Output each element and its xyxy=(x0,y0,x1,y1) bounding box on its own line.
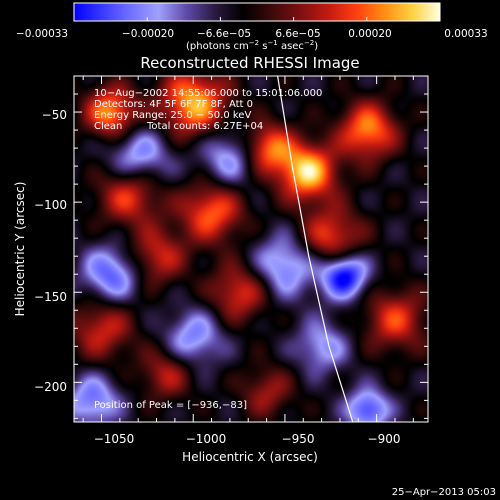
x-axis-label: Heliocentric X (arcsec) xyxy=(182,450,318,464)
colorbar-tick-label: 0.00033 xyxy=(444,28,487,40)
x-tick-label: −900 xyxy=(368,432,401,446)
annotation-energy: Energy Range: 25.0 − 50.0 keV xyxy=(94,110,251,121)
annotation-peak: Position of Peak = [−936,−83] xyxy=(94,400,247,411)
colorbar-frame xyxy=(73,2,441,22)
y-tick-labels: −50 −100 −150 −200 xyxy=(34,108,67,394)
plot-area xyxy=(73,75,429,423)
annotation-clean: Clean xyxy=(94,121,122,132)
solar-limb-curve xyxy=(277,76,354,422)
heatmap-image xyxy=(74,76,428,422)
x-tick-labels: −1050 −1000 −950 −900 xyxy=(94,432,401,446)
colorbar-tick-label: 0.00020 xyxy=(348,28,391,40)
colorbar-tick-label: 6.6e−05 xyxy=(275,28,320,40)
chart-title: Reconstructed RHESSI Image xyxy=(140,54,359,72)
colorbar: −0.00033 −0.00020 −6.6e−05 6.6e−05 0.000… xyxy=(16,2,488,52)
x-tick-label: −1000 xyxy=(186,432,227,446)
y-tick-label: −150 xyxy=(34,290,67,304)
colorbar-tick-label: −6.6e−05 xyxy=(197,28,251,40)
y-tick-label: −50 xyxy=(42,108,67,122)
colorbar-tick-label: −0.00020 xyxy=(122,28,174,40)
colorbar-unit-label: (photons cm−2 s−1 asec−2) xyxy=(186,39,318,52)
axis-ticks xyxy=(74,75,428,422)
annotation-detectors: Detectors: 4F 5F 6F 7F 8F, Att 0 xyxy=(94,99,253,110)
footer-timestamp: 25−Apr−2013 05:03 xyxy=(392,487,496,498)
annotation-total-counts: Total counts: 6.27E+04 xyxy=(146,121,263,132)
colorbar-ticks xyxy=(146,17,368,21)
y-axis-label: Heliocentric Y (arcsec) xyxy=(13,182,27,317)
x-tick-label: −950 xyxy=(282,432,315,446)
y-tick-label: −200 xyxy=(34,380,67,394)
colorbar-tick-labels: −0.00033 −0.00020 −6.6e−05 6.6e−05 0.000… xyxy=(16,28,488,40)
plot-frame xyxy=(73,75,429,423)
annotation-time: 10−Aug−2002 14:55:06.000 to 15:01:06.000 xyxy=(94,88,322,99)
annotations: 10−Aug−2002 14:55:06.000 to 15:01:06.000… xyxy=(94,88,322,411)
colorbar-tick-label: −0.00033 xyxy=(16,28,68,40)
x-tick-label: −1050 xyxy=(94,432,135,446)
colorbar-gradient xyxy=(74,3,440,21)
y-tick-label: −100 xyxy=(34,198,67,212)
